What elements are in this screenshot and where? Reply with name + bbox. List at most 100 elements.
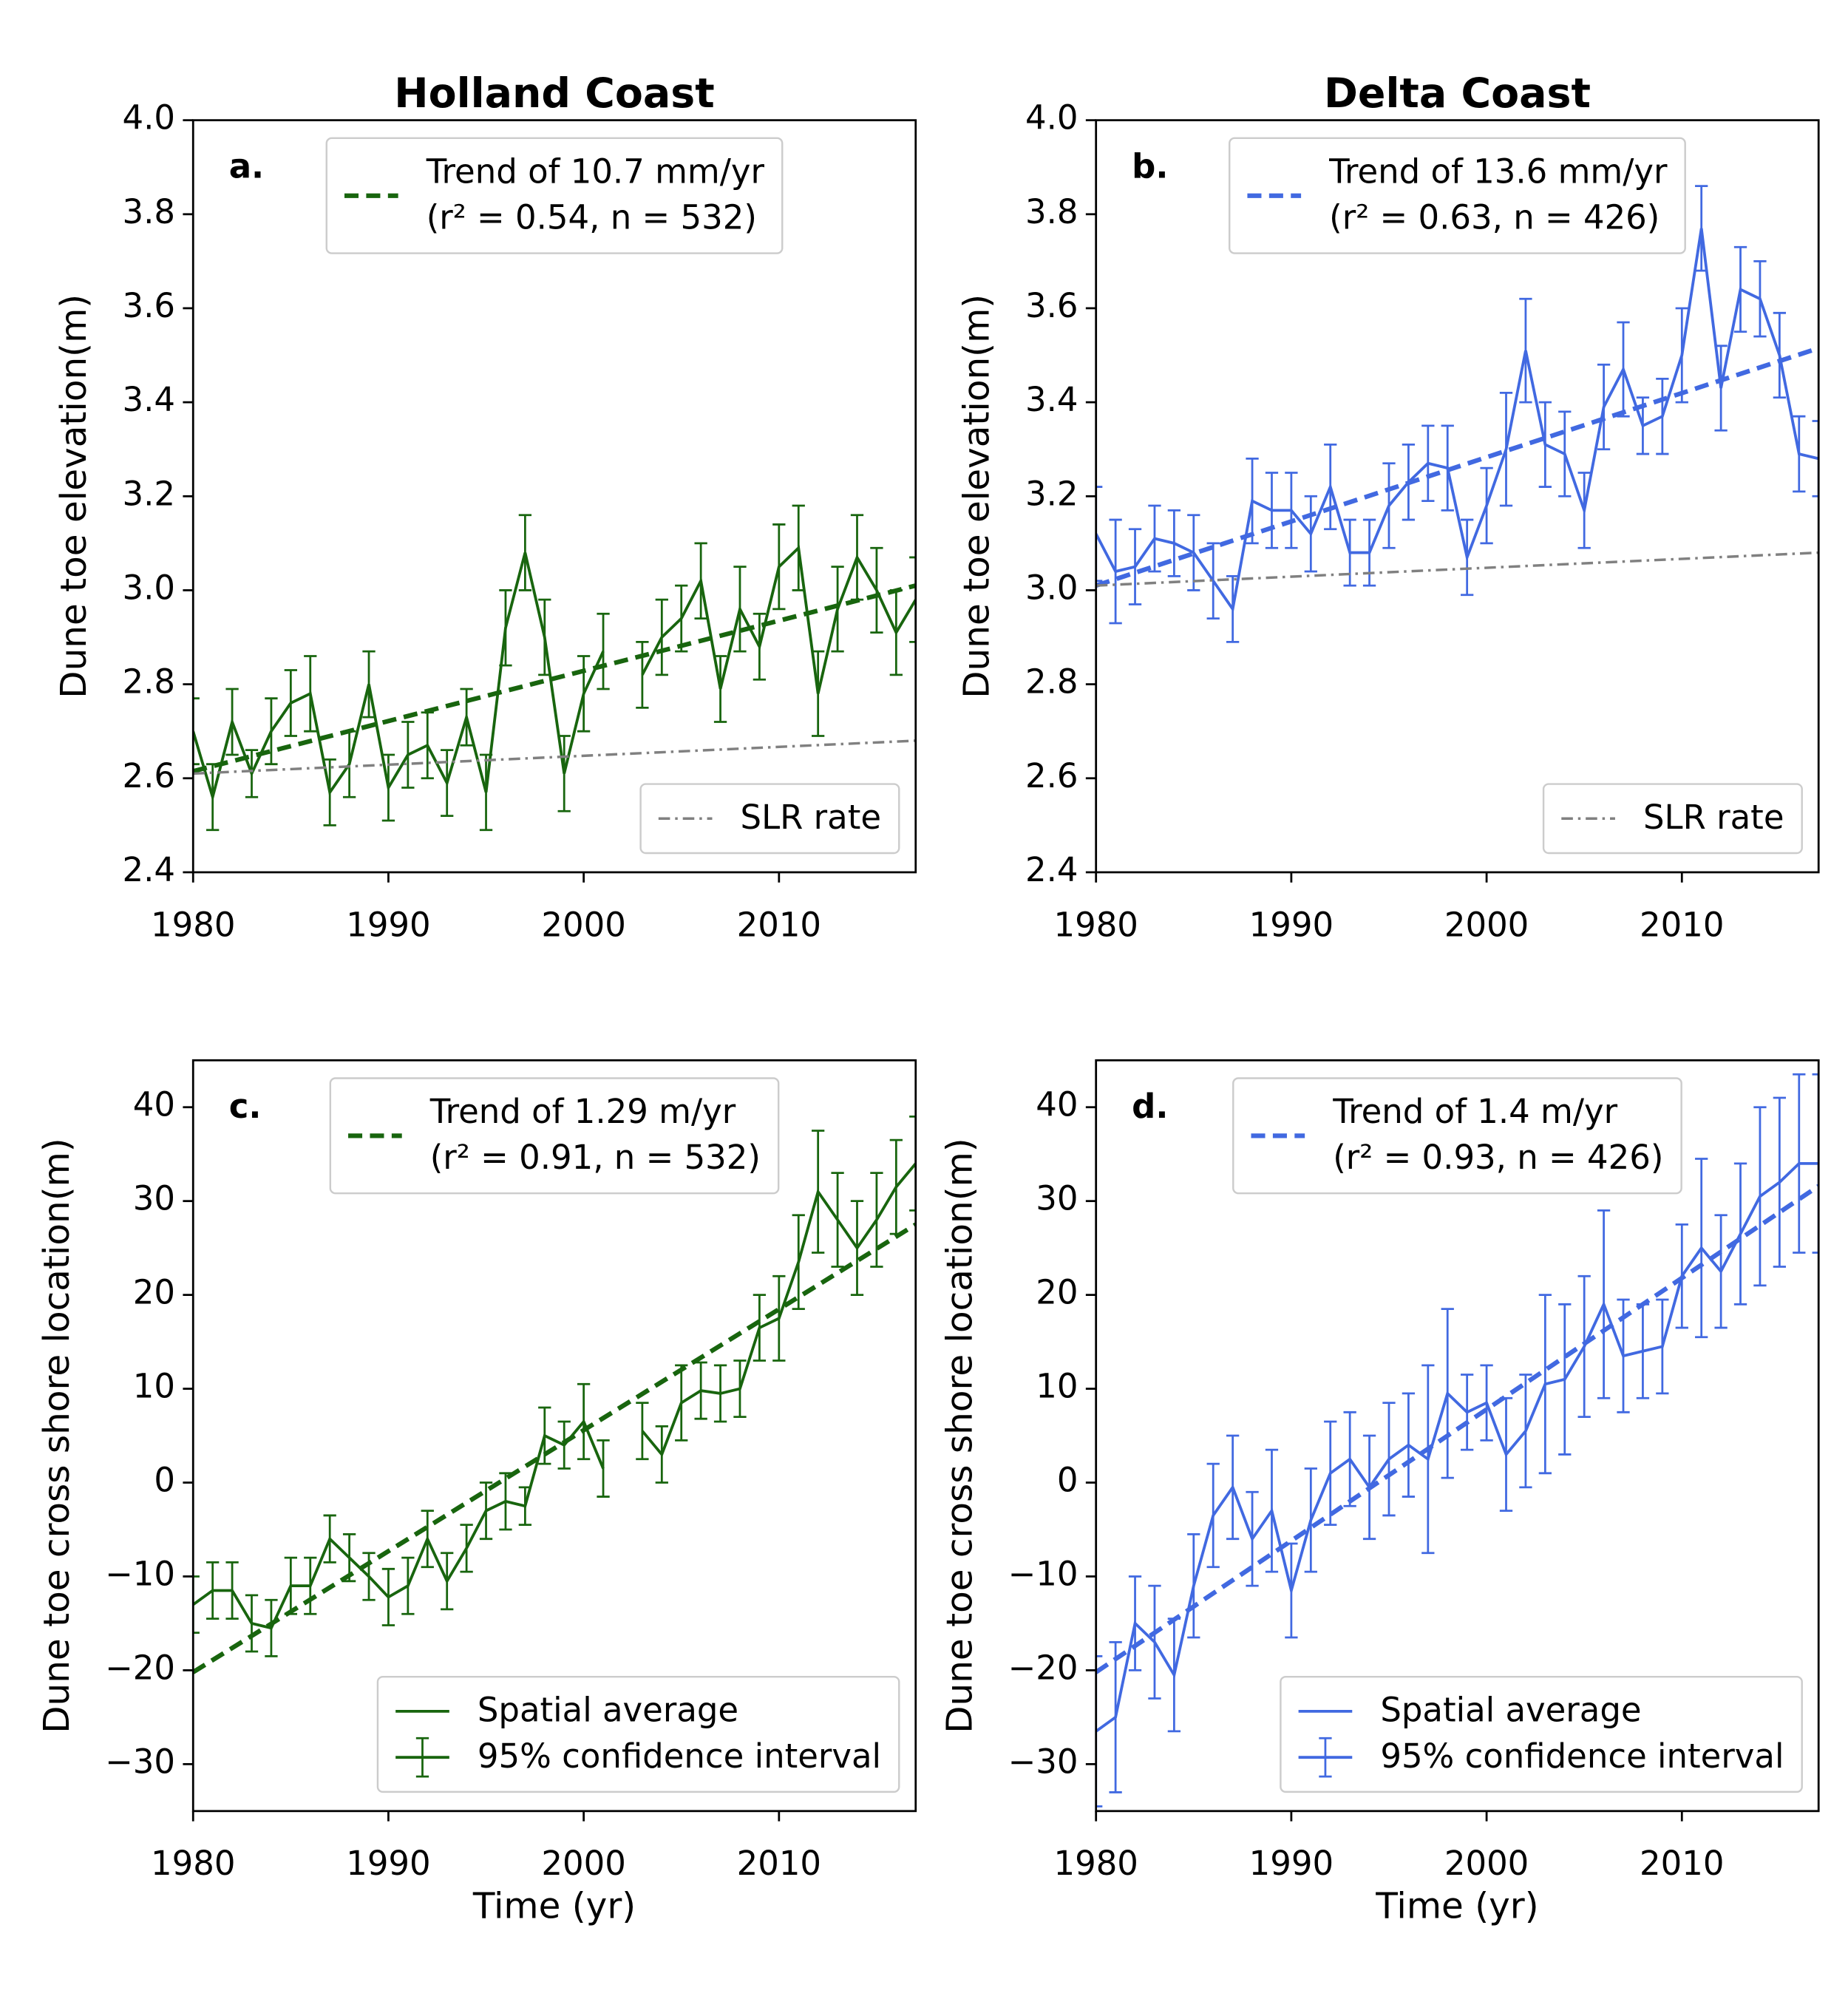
y-tick-label: 3.0 (1025, 568, 1078, 607)
legend: Trend of 10.7 mm/yr (r² = 0.54, n = 532) (325, 137, 784, 254)
y-tick-label: 0 (1057, 1461, 1078, 1500)
plot-frame (191, 119, 917, 874)
y-tick-label: −10 (105, 1554, 175, 1593)
legend-box (1232, 1077, 1682, 1195)
error-bar (1812, 420, 1819, 498)
y-tick-label: 30 (1036, 1179, 1078, 1218)
plot-area (1095, 1073, 1819, 1807)
trend-line (193, 583, 916, 774)
x-tick-label: 1980 (151, 905, 235, 944)
error-bar (909, 1116, 916, 1212)
panel: −30 −20 −10 0 10 20 30 40 1980 1990 2000 2010 Time (… (939, 1059, 1820, 1927)
panel-label: b. (1132, 146, 1168, 186)
y-tick-label: −30 (1008, 1742, 1078, 1781)
trend-line (193, 1222, 916, 1674)
y-tick-label: 0 (154, 1461, 175, 1500)
legend-label: (r² = 0.93, n = 426) (1333, 1138, 1663, 1177)
plot-area (1095, 185, 1819, 643)
y-tick-label: 3.6 (1025, 286, 1078, 325)
trend-line (1095, 1184, 1819, 1674)
y-tick-label: 3.6 (123, 286, 176, 325)
y-tick-label: −20 (105, 1648, 175, 1687)
error-bar (1095, 1654, 1103, 1807)
y-tick-label: 3.8 (123, 192, 176, 231)
error-bar (1812, 1073, 1819, 1254)
legend-label: Trend of 10.7 mm/yr (426, 152, 765, 191)
y-axis-label: Dune toe elevation(m) (53, 294, 95, 699)
data-line (193, 545, 916, 803)
legend-box (376, 1675, 900, 1793)
panel-label: d. (1132, 1087, 1168, 1126)
legend-label: Trend of 1.4 m/yr (1332, 1092, 1617, 1131)
y-tick-label: 10 (133, 1367, 175, 1406)
y-tick-label: 3.4 (123, 380, 176, 419)
data-line (193, 1162, 916, 1630)
plot-frame (1095, 119, 1820, 874)
legend-label: 95% confidence interval (1380, 1737, 1784, 1776)
y-tick-label: 3.2 (123, 474, 176, 513)
x-tick-label: 1980 (1053, 1844, 1138, 1883)
legend: Spatial average 95% confidence interval (376, 1675, 900, 1793)
error-bar (193, 697, 200, 766)
legend-box (1542, 783, 1803, 855)
error-bar (636, 1402, 649, 1461)
y-tick-label: −10 (1008, 1554, 1078, 1593)
x-tick-label: 1990 (346, 1844, 430, 1883)
y-tick-label: 3.4 (1025, 380, 1078, 419)
error-bar (636, 640, 649, 709)
error-bar (193, 1575, 200, 1635)
legend-box (1280, 1675, 1803, 1793)
y-tick-label: 4.0 (1025, 98, 1078, 138)
y-tick-label: 20 (133, 1273, 175, 1312)
x-tick-label: 1990 (1249, 905, 1334, 944)
y-tick-label: 2.6 (123, 756, 176, 795)
error-bar (909, 556, 916, 643)
data-line (1095, 228, 1819, 613)
panel-title: Delta Coast (1324, 70, 1591, 118)
y-tick-label: 2.6 (1025, 756, 1078, 795)
legend: Spatial average 95% confidence interval (1280, 1675, 1803, 1793)
y-tick-label: 2.4 (1025, 850, 1078, 889)
plot-area (193, 504, 916, 832)
x-tick-label: 2010 (737, 905, 821, 944)
y-tick-label: 20 (1036, 1273, 1078, 1312)
y-tick-label: 30 (133, 1179, 175, 1218)
x-tick-label: 2000 (541, 905, 625, 944)
legend-label: (r² = 0.54, n = 532) (427, 198, 757, 237)
x-tick-label: 2000 (541, 1844, 625, 1883)
legend-label: (r² = 0.63, n = 426) (1329, 198, 1660, 237)
x-axis-label: Time (yr) (472, 1885, 636, 1927)
y-tick-label: 2.8 (1025, 662, 1078, 702)
plot-frame (191, 1059, 917, 1813)
y-tick-label: 3.0 (123, 568, 176, 607)
panel: −30 −20 −10 0 10 20 30 40 1980 1990 2000 2010 Time (… (36, 1059, 917, 1927)
y-tick-label: 40 (133, 1085, 175, 1124)
legend: SLR rate (1542, 783, 1803, 855)
x-tick-label: 2000 (1444, 905, 1529, 944)
plot-frame (1095, 1059, 1820, 1813)
x-tick-label: 2010 (1640, 1844, 1724, 1883)
legend-label: Spatial average (1380, 1691, 1641, 1730)
legend-label: (r² = 0.91, n = 532) (430, 1138, 761, 1177)
x-tick-label: 1990 (1249, 1844, 1334, 1883)
panel: 2.4 2.6 2.8 3.0 3.2 3.4 3.6 3.8 4.0 1980 1990 2000 2… (53, 70, 917, 944)
y-tick-label: 2.8 (123, 662, 176, 702)
y-tick-label: −20 (1008, 1648, 1078, 1687)
y-tick-label: 40 (1036, 1085, 1078, 1124)
panel-label: c. (229, 1087, 262, 1126)
legend: Trend of 1.29 m/yr (r² = 0.91, n = 532) (329, 1077, 780, 1195)
trend-line (1095, 346, 1819, 588)
panel: 2.4 2.6 2.8 3.0 3.2 3.4 3.6 3.8 4.0 1980 1990 2000 2… (957, 70, 1820, 944)
x-tick-label: 2010 (1640, 905, 1724, 944)
x-tick-label: 1980 (151, 1844, 235, 1883)
plot-area (193, 1116, 916, 1674)
legend: Trend of 13.6 mm/yr (r² = 0.63, n = 426) (1229, 137, 1686, 254)
y-tick-label: 4.0 (123, 98, 176, 138)
legend: Trend of 1.4 m/yr (r² = 0.93, n = 426) (1232, 1077, 1682, 1195)
legend-box (329, 1077, 780, 1195)
legend-box (325, 137, 784, 254)
legend-box (1229, 137, 1686, 254)
y-tick-label: 2.4 (123, 850, 176, 889)
y-tick-label: 3.8 (1025, 192, 1078, 231)
